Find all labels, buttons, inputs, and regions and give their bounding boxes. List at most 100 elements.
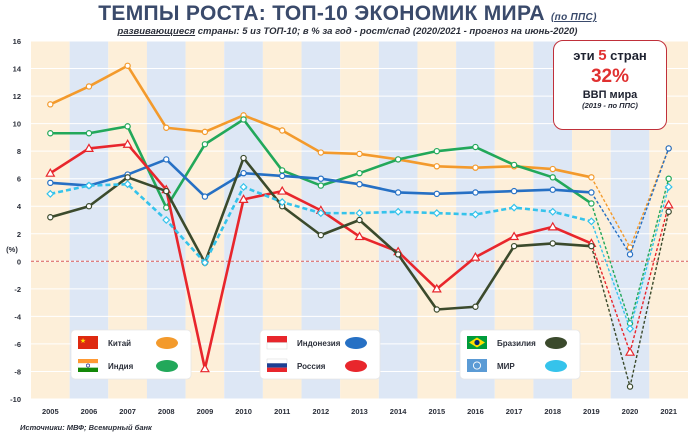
chart-subtitle-underlined: развивающиеся bbox=[117, 26, 196, 37]
y-tick-label: 4 bbox=[17, 202, 22, 211]
chart-title: ТЕМПЫ РОСТА: ТОП-10 ЭКОНОМИК МИРА (по ПП… bbox=[0, 2, 695, 26]
share-callout-box: эти 5 стран 32% ВВП мира (2019 - по ППС) bbox=[553, 40, 667, 130]
flag-icon-world bbox=[467, 359, 487, 372]
x-tick-label: 2005 bbox=[42, 407, 59, 416]
data-point-russia-2011 bbox=[277, 185, 288, 195]
flag-globe-icon bbox=[474, 339, 480, 346]
data-point-india-2007 bbox=[124, 123, 131, 130]
flag-band bbox=[267, 367, 287, 372]
flag-icon-india bbox=[78, 359, 98, 364]
data-point-russia-2017 bbox=[509, 231, 520, 241]
data-point-indonesia-2016 bbox=[472, 189, 479, 196]
data-point-indonesia-2008 bbox=[163, 156, 170, 163]
data-point-russia-2013 bbox=[354, 231, 365, 241]
data-point-world-2011 bbox=[278, 198, 287, 207]
source-note: Источники: МВФ; Всемирный банк bbox=[20, 423, 152, 432]
data-point-china-2008 bbox=[163, 124, 170, 131]
data-point-china-2019 bbox=[588, 174, 595, 181]
legend-swatch-indonesia bbox=[345, 337, 367, 349]
data-point-world-2017 bbox=[510, 203, 519, 212]
chart-title-main: ТЕМПЫ РОСТА: ТОП-10 ЭКОНОМИК МИРА bbox=[98, 2, 545, 25]
year-band-2014 bbox=[378, 41, 418, 399]
data-point-india-2015 bbox=[433, 147, 440, 155]
data-point-china-2013 bbox=[356, 150, 363, 158]
data-point-brazil-2015 bbox=[433, 306, 440, 313]
data-point-indonesia-2015 bbox=[433, 190, 440, 198]
data-point-india-2019 bbox=[588, 200, 595, 207]
data-point-china-2005 bbox=[47, 101, 54, 108]
data-point-china-2012 bbox=[317, 149, 325, 156]
x-tick-label: 2008 bbox=[158, 407, 175, 416]
data-point-china-2018 bbox=[549, 165, 556, 173]
x-tick-label: 2012 bbox=[313, 407, 330, 416]
data-point-india-2016 bbox=[472, 143, 479, 151]
data-point-india-2012 bbox=[317, 182, 325, 189]
data-point-world-2006 bbox=[84, 181, 94, 190]
x-tick-label: 2014 bbox=[390, 407, 408, 416]
y-tick-label: 8 bbox=[17, 147, 21, 156]
legend-label-indonesia: Индонезия bbox=[297, 339, 341, 348]
data-point-india-2014 bbox=[394, 156, 402, 163]
x-tick-label: 2010 bbox=[235, 407, 252, 416]
data-point-world-2016 bbox=[471, 210, 480, 219]
legend-label-brazil: Бразилия bbox=[497, 339, 536, 348]
data-point-russia-2005 bbox=[45, 167, 56, 177]
data-point-china-2015 bbox=[433, 163, 440, 170]
series-forecast-line-world bbox=[590, 186, 670, 332]
y-tick-label: 2 bbox=[17, 230, 21, 239]
data-point-world-2012 bbox=[316, 209, 325, 218]
data-point-indonesia-2013 bbox=[356, 180, 363, 188]
x-tick-label: 2016 bbox=[467, 407, 484, 416]
legend-swatch-india bbox=[156, 360, 178, 372]
flag-icon-china bbox=[78, 336, 98, 349]
data-point-brazil-2010 bbox=[240, 154, 247, 162]
data-point-china-2016 bbox=[472, 164, 479, 171]
data-point-brazil-2020 bbox=[626, 383, 634, 390]
data-point-russia-2007 bbox=[122, 139, 133, 148]
data-point-indonesia-2011 bbox=[279, 172, 286, 180]
data-point-brazil-2013 bbox=[356, 216, 363, 224]
globe-icon bbox=[472, 361, 482, 370]
data-point-indonesia-2021 bbox=[665, 145, 672, 152]
data-point-indonesia-2014 bbox=[394, 189, 402, 196]
data-point-brazil-2021 bbox=[665, 208, 672, 215]
y-tick-label: -6 bbox=[14, 340, 21, 349]
data-point-india-2017 bbox=[510, 161, 518, 169]
y-tick-label: -10 bbox=[10, 395, 21, 404]
data-point-indonesia-2012 bbox=[317, 175, 325, 182]
callout-share: 32% bbox=[590, 66, 630, 87]
data-point-india-2021 bbox=[665, 175, 672, 182]
data-point-world-2010 bbox=[239, 182, 248, 192]
x-tick-label: 2013 bbox=[351, 407, 368, 416]
data-point-russia-2016 bbox=[470, 251, 481, 261]
data-point-russia-2009 bbox=[199, 363, 210, 373]
chart-title-note: (по ППС) bbox=[551, 12, 597, 23]
callout-line1-num: 5 bbox=[598, 47, 607, 64]
data-point-brazil-2006 bbox=[85, 203, 93, 210]
legend-swatch-brazil bbox=[545, 337, 567, 349]
data-point-indonesia-2009 bbox=[201, 193, 209, 200]
data-point-brazil-2005 bbox=[47, 214, 54, 221]
callout-line1: эти 5 стран bbox=[554, 47, 666, 64]
data-point-india-2011 bbox=[279, 167, 286, 174]
data-point-indonesia-2020 bbox=[626, 251, 634, 258]
y-tick-label: 6 bbox=[17, 175, 21, 184]
data-point-russia-2020 bbox=[624, 346, 636, 356]
data-point-india-2013 bbox=[356, 169, 363, 177]
y-tick-label: 12 bbox=[13, 92, 21, 101]
legend-label-china: Китай bbox=[108, 339, 131, 348]
data-point-russia-2006 bbox=[83, 143, 95, 152]
chart-subtitle-rest: страны: 5 из ТОП-10; в % за год - рост/с… bbox=[195, 26, 578, 37]
x-tick-label: 2007 bbox=[119, 407, 136, 416]
data-point-russia-2021 bbox=[663, 199, 674, 209]
year-band-2015 bbox=[417, 41, 457, 399]
legend-label-world: МИР bbox=[497, 362, 515, 371]
y-tick-label: 10 bbox=[13, 120, 21, 129]
data-point-world-2008 bbox=[162, 215, 171, 225]
data-point-brazil-2008 bbox=[163, 187, 170, 195]
data-point-china-2011 bbox=[279, 127, 286, 134]
data-point-indonesia-2019 bbox=[588, 189, 595, 196]
data-point-world-2020 bbox=[625, 324, 635, 333]
callout-line1-pre: эти bbox=[573, 48, 599, 63]
callout-line4: (2019 - по ППС) bbox=[582, 101, 638, 110]
